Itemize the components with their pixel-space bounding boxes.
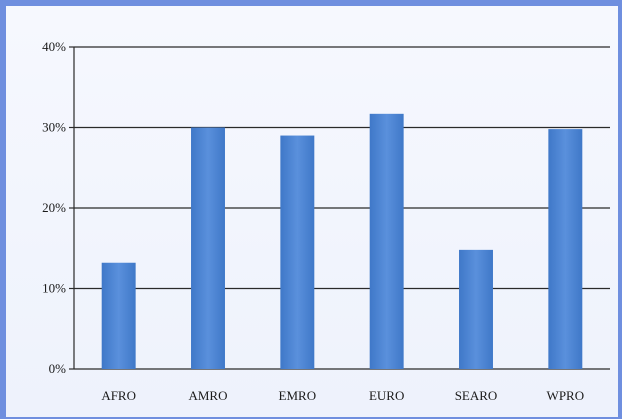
y-axis-tick-labels: 0% 10% 20% 30% 40% [42,39,66,376]
x-tick-label-searo: SEARO [455,388,498,403]
bar-amro [191,127,225,369]
gridlines [69,46,610,370]
x-tick-label-euro: EURO [369,388,404,403]
bar-wpro [548,129,583,369]
y-tick-label: 10% [42,281,66,296]
bar-euro [369,113,404,369]
bars [101,113,583,369]
x-tick-label-emro: EMRO [279,388,317,403]
bar-searo [459,249,493,369]
x-tick-label-amro: AMRO [188,388,227,403]
bar-afro [101,262,136,369]
bar-emro [280,135,315,369]
y-tick-label: 0% [49,361,67,376]
y-tick-label: 40% [42,39,66,54]
y-tick-label: 20% [42,200,66,215]
y-tick-label: 30% [42,120,66,135]
x-axis-tick-labels: AFRO AMRO EMRO EURO SEARO WPRO [101,388,584,403]
x-tick-label-wpro: WPRO [547,388,585,403]
x-tick-label-afro: AFRO [101,388,136,403]
